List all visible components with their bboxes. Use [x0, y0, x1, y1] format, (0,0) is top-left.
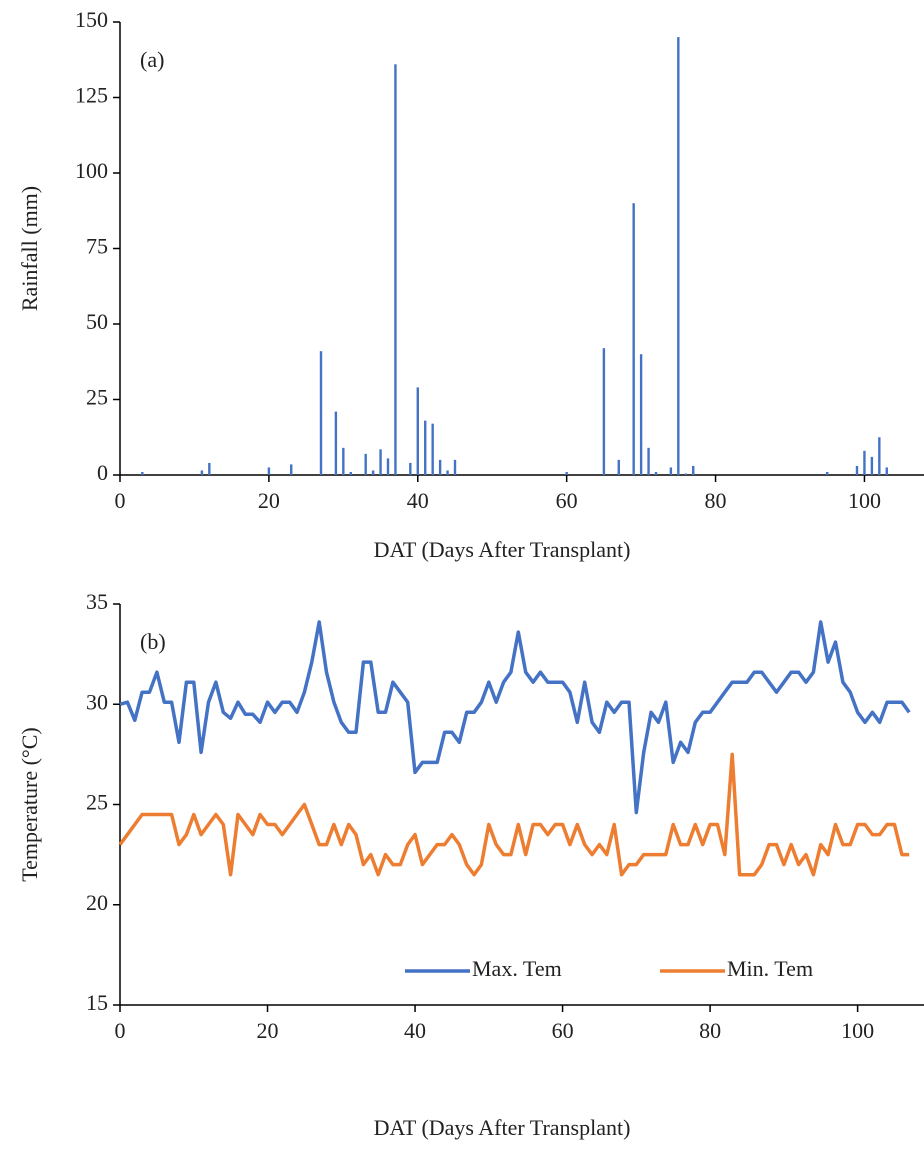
- x-axis-title: DAT (Days After Transplant): [374, 1115, 631, 1140]
- x-tick-label: 40: [407, 488, 429, 513]
- x-axis-title: DAT (Days After Transplant): [374, 537, 631, 562]
- x-tick-label: 80: [699, 1018, 721, 1043]
- bar: [617, 459, 620, 475]
- y-tick-label: 75: [86, 234, 108, 259]
- bar: [870, 456, 874, 475]
- x-tick-label: 20: [257, 1018, 279, 1043]
- x-tick-label: 20: [258, 488, 280, 513]
- bar: [863, 450, 866, 475]
- bar: [446, 470, 449, 475]
- bar: [878, 437, 881, 475]
- bar: [565, 471, 568, 475]
- panel-label: (b): [140, 629, 166, 654]
- x-tick-label: 0: [115, 1018, 126, 1043]
- bar: [342, 447, 345, 475]
- x-tick-label: 100: [848, 488, 881, 513]
- bar: [438, 459, 442, 475]
- bar: [669, 467, 673, 475]
- x-tick-label: 80: [705, 488, 727, 513]
- bar: [379, 449, 382, 475]
- line: [119, 620, 911, 815]
- bar: [639, 354, 643, 475]
- bar: [364, 453, 367, 475]
- y-tick-label: 15: [86, 990, 108, 1015]
- y-tick-label: 25: [86, 790, 108, 815]
- y-tick-label: 20: [86, 890, 108, 915]
- bar: [654, 471, 658, 475]
- x-tick-label: 40: [404, 1018, 426, 1043]
- y-axis-title: Rainfall (mm): [17, 186, 42, 311]
- y-tick-label: 35: [86, 589, 108, 614]
- legend-label: Max. Tem: [472, 956, 562, 981]
- bar: [431, 423, 434, 475]
- bar: [602, 348, 606, 475]
- bar: [632, 203, 635, 475]
- bar: [647, 447, 650, 475]
- bar: [885, 467, 888, 475]
- y-axis-title: Temperature (°C): [17, 727, 42, 881]
- bar: [409, 462, 412, 475]
- panel-label: (a): [140, 47, 164, 72]
- bar: [826, 471, 829, 475]
- x-tick-label: 100: [841, 1018, 874, 1043]
- x-tick-label: 60: [556, 488, 578, 513]
- y-tick-label: 100: [75, 158, 108, 183]
- y-tick-label: 125: [75, 83, 108, 108]
- bar: [692, 465, 695, 475]
- bar: [208, 462, 211, 475]
- line: [118, 752, 910, 877]
- y-tick-label: 25: [86, 385, 108, 410]
- y-tick-label: 150: [75, 7, 108, 32]
- bar: [141, 471, 144, 475]
- bar: [855, 465, 859, 475]
- y-tick-label: 50: [86, 309, 108, 334]
- legend-label: Min. Tem: [727, 956, 813, 981]
- bar: [424, 420, 427, 475]
- bar: [386, 458, 390, 475]
- x-tick-label: 60: [552, 1018, 574, 1043]
- y-tick-label: 30: [86, 689, 108, 714]
- bar: [267, 467, 271, 475]
- x-tick-label: 0: [115, 488, 126, 513]
- bar: [200, 470, 204, 475]
- bar: [334, 411, 338, 475]
- bar: [349, 471, 352, 475]
- bar: [684, 473, 687, 475]
- bar: [416, 387, 419, 475]
- bar: [453, 459, 457, 475]
- y-tick-label: 0: [97, 460, 108, 485]
- bar: [394, 64, 397, 475]
- bar: [319, 351, 323, 475]
- bar: [677, 37, 680, 475]
- bar: [371, 470, 375, 475]
- bar: [290, 464, 293, 475]
